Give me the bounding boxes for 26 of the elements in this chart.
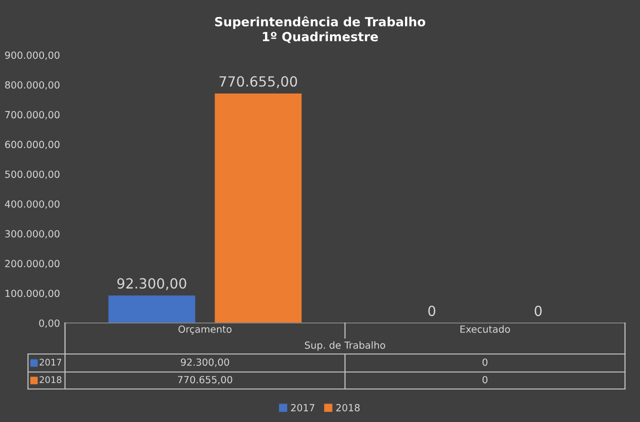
y-tick-label: 300.000,00 — [5, 230, 60, 238]
legend-label: 2018 — [336, 404, 360, 412]
chart-title: Superintendência de Trabalho 1º Quadrimestre — [215, 16, 426, 43]
y-tick-label: 400.000,00 — [4, 200, 60, 209]
text: 2018 — [40, 376, 62, 384]
data-label: 0 — [482, 358, 488, 366]
y-tick-label: 500.000,00 — [5, 170, 60, 179]
text: 92.300,00 — [117, 278, 186, 290]
data-label: 770.655,00 — [178, 376, 232, 384]
y-tick-label: 0,00 — [39, 319, 60, 328]
y-tick-label: 900.000,00 — [5, 51, 60, 60]
y-tick-label: 600.000,00 — [5, 140, 60, 150]
data-label: 92.300,00 — [180, 358, 230, 367]
x-tick-label: Orçamento — [178, 325, 232, 335]
x-tick-label: Executado — [460, 325, 510, 333]
text: 770.655,00 — [220, 76, 298, 88]
data-label: 0 — [482, 376, 488, 384]
y-tick-label: 700.000,00 — [5, 111, 60, 120]
text: 0 — [428, 306, 436, 316]
y-tick-label: 200.000,00 — [5, 260, 60, 268]
y-tick-label: 800.000,00 — [5, 81, 60, 90]
legend-label: 2017 — [40, 358, 62, 366]
x-axis-title: Sup. de Trabalho — [304, 341, 386, 351]
text: 2017 — [291, 404, 314, 412]
text: 0 — [534, 306, 542, 316]
y-tick-label: 100.000,00 — [6, 290, 60, 298]
